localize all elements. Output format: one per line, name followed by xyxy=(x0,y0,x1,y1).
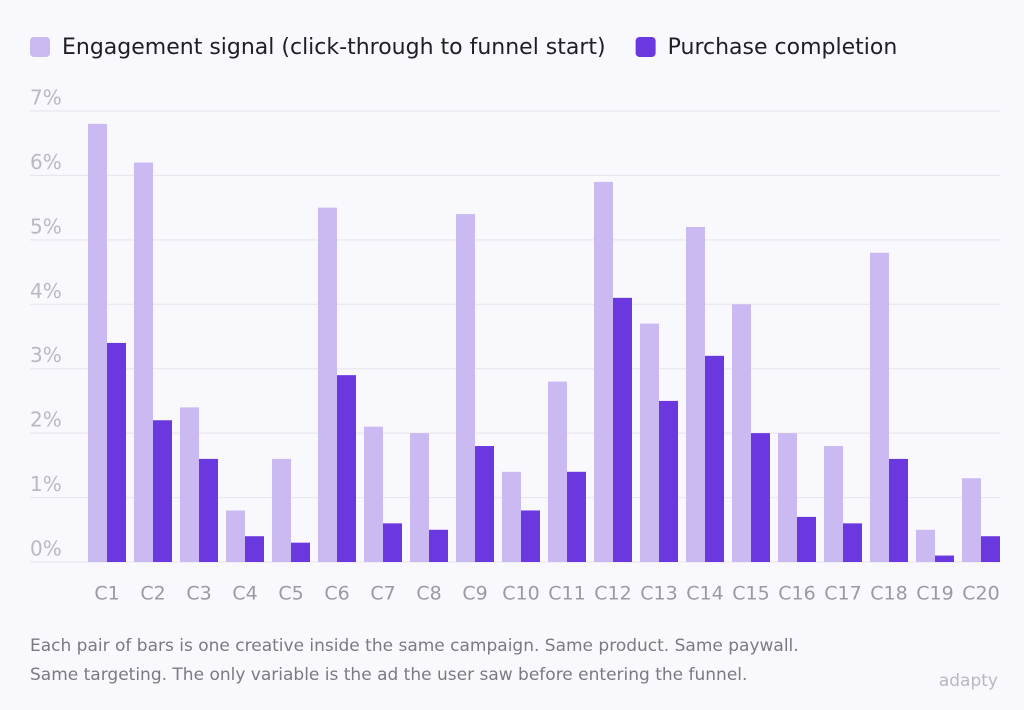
x-tick-label: C13 xyxy=(640,583,677,605)
bar xyxy=(291,542,310,562)
bar xyxy=(640,323,659,562)
bar xyxy=(318,207,337,562)
bar xyxy=(613,297,632,562)
y-tick-label: 7% xyxy=(30,86,62,110)
x-tick-label: C5 xyxy=(278,583,303,605)
bar xyxy=(824,446,843,562)
x-tick-label: C11 xyxy=(548,583,585,605)
x-tick-label: C10 xyxy=(502,583,539,605)
bar xyxy=(337,375,356,562)
bar xyxy=(732,304,751,562)
y-tick-label: 1% xyxy=(30,472,62,496)
x-tick-label: C12 xyxy=(594,583,631,605)
bar xyxy=(916,529,935,562)
bar xyxy=(751,433,770,562)
legend-swatch xyxy=(30,37,50,57)
bar xyxy=(180,407,199,562)
bar xyxy=(199,458,218,562)
bar xyxy=(383,523,402,562)
legend-label: Engagement signal (click-through to funn… xyxy=(62,35,606,60)
x-tick-label: C16 xyxy=(778,583,815,605)
bar xyxy=(475,446,494,562)
bar xyxy=(962,478,981,562)
bar xyxy=(548,381,567,562)
y-tick-label: 6% xyxy=(30,150,62,174)
bar xyxy=(502,471,521,562)
bar xyxy=(88,123,107,562)
legend-swatch xyxy=(635,37,656,57)
x-tick-label: C2 xyxy=(140,583,165,605)
bar xyxy=(456,214,475,563)
bar xyxy=(659,400,678,562)
bar xyxy=(364,426,383,562)
x-tick-label: C3 xyxy=(186,583,211,605)
y-tick-label: 5% xyxy=(30,214,62,238)
bar xyxy=(272,458,291,562)
bar xyxy=(134,162,153,563)
caption: Each pair of bars is one creative inside… xyxy=(30,636,799,656)
bar xyxy=(843,523,862,562)
y-tick-label: 4% xyxy=(30,279,62,303)
bar xyxy=(594,181,613,562)
caption: Same targeting. The only variable is the… xyxy=(30,665,747,685)
bar xyxy=(107,342,126,562)
y-tick-label: 0% xyxy=(30,537,62,561)
x-tick-label: C18 xyxy=(870,583,907,605)
bar xyxy=(889,458,908,562)
y-tick-label: 2% xyxy=(30,408,62,432)
bar xyxy=(935,555,954,562)
bar xyxy=(797,516,816,562)
bar xyxy=(410,433,429,562)
x-tick-label: C19 xyxy=(916,583,953,605)
bar xyxy=(245,536,264,562)
x-tick-label: C9 xyxy=(462,583,487,605)
bar xyxy=(429,529,448,562)
bar xyxy=(981,536,1000,562)
x-tick-label: C7 xyxy=(370,583,395,605)
y-tick-label: 3% xyxy=(30,343,62,367)
bar xyxy=(521,510,540,562)
bar xyxy=(705,355,724,562)
bar xyxy=(778,433,797,562)
x-tick-label: C15 xyxy=(732,583,769,605)
x-tick-label: C8 xyxy=(416,583,441,605)
bar xyxy=(226,510,245,562)
x-tick-label: C20 xyxy=(962,583,999,605)
x-tick-label: C17 xyxy=(824,583,861,605)
bar xyxy=(870,252,889,562)
x-tick-label: C1 xyxy=(94,583,119,605)
x-tick-label: C6 xyxy=(324,583,349,605)
bar xyxy=(686,226,705,562)
logo: adapty xyxy=(939,671,998,691)
x-tick-label: C14 xyxy=(686,583,723,605)
x-tick-label: C4 xyxy=(232,583,257,605)
bar xyxy=(153,420,172,562)
legend-label: Purchase completion xyxy=(668,35,898,60)
bar xyxy=(567,471,586,562)
